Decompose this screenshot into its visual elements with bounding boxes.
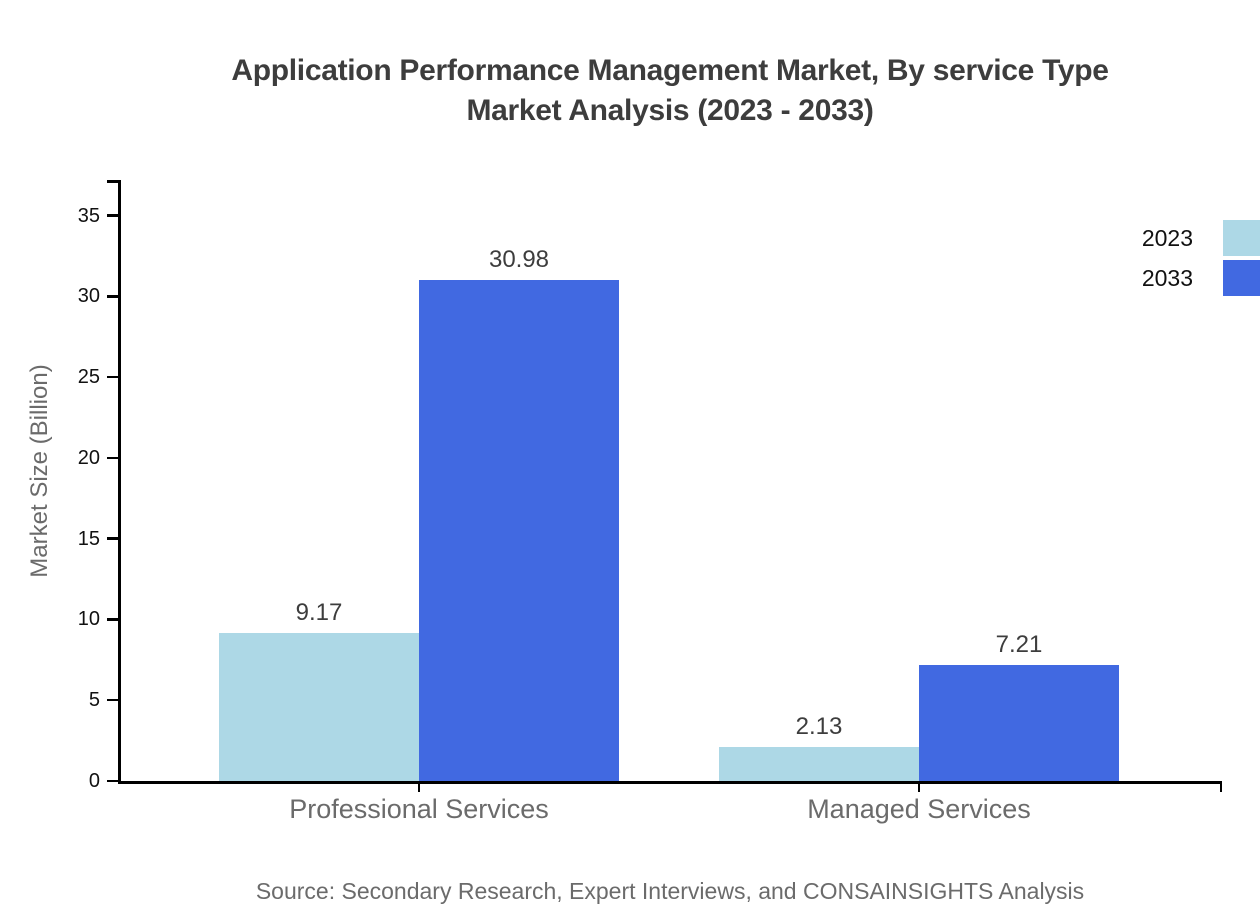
y-tick-label: 30 bbox=[77, 285, 100, 308]
y-tick-label: 0 bbox=[88, 770, 100, 792]
chart-title-line1: Application Performance Management Marke… bbox=[231, 54, 1109, 87]
bar-2023-0 bbox=[219, 633, 419, 781]
bar-2023-1 bbox=[719, 747, 919, 781]
y-tick-mark bbox=[106, 698, 118, 702]
legend-swatch-2023 bbox=[1223, 220, 1260, 256]
x-tick-mark bbox=[917, 781, 921, 792]
y-tick-label: 15 bbox=[77, 527, 100, 550]
y-tick-label: 20 bbox=[77, 446, 100, 469]
legend-item-2023: 2023 bbox=[1100, 220, 1260, 256]
y-axis-end-tick bbox=[107, 180, 121, 183]
plot-area: 0 5 10 15 20 25 30 35 Professional Services Manag… bbox=[78, 180, 1222, 824]
x-axis-spine bbox=[118, 781, 1222, 784]
y-tick-mark bbox=[106, 537, 118, 540]
legend-label-2033: 2033 bbox=[1141, 264, 1193, 291]
y-tick-mark bbox=[106, 295, 118, 298]
x-category-label: Managed Services bbox=[807, 794, 1031, 824]
source-note: Source: Secondary Research, Expert Inter… bbox=[255, 878, 1085, 904]
y-tick-label: 10 bbox=[77, 608, 100, 631]
legend-swatch-2033 bbox=[1223, 260, 1260, 296]
bar-2033-0 bbox=[419, 280, 619, 781]
chart-title-line2: Market Analysis (2023 - 2033) bbox=[466, 94, 874, 127]
y-tick-mark bbox=[106, 779, 118, 783]
x-category-label: Professional Services bbox=[289, 794, 549, 824]
y-axis-spine bbox=[118, 180, 121, 784]
bar-value-label: 30.98 bbox=[488, 246, 550, 273]
chart-title: Application Performance Management Marke… bbox=[118, 51, 1222, 131]
y-tick-label: 35 bbox=[77, 204, 100, 227]
legend-item-2033: 2033 bbox=[1100, 260, 1260, 296]
x-axis-end-tick bbox=[1219, 781, 1222, 792]
y-tick-mark bbox=[106, 375, 118, 379]
bar-value-label: 9.17 bbox=[295, 599, 343, 626]
legend-label-2023: 2023 bbox=[1141, 224, 1193, 251]
y-tick-mark bbox=[106, 214, 118, 217]
bar-value-label: 7.21 bbox=[995, 631, 1043, 658]
y-tick-label: 5 bbox=[88, 689, 100, 712]
bar-value-label: 2.13 bbox=[795, 713, 843, 740]
y-tick-mark bbox=[106, 456, 118, 460]
bar-2033-1 bbox=[919, 665, 1119, 781]
x-tick-mark bbox=[417, 781, 421, 792]
y-tick-label: 25 bbox=[77, 366, 100, 389]
y-tick-mark bbox=[106, 618, 118, 621]
